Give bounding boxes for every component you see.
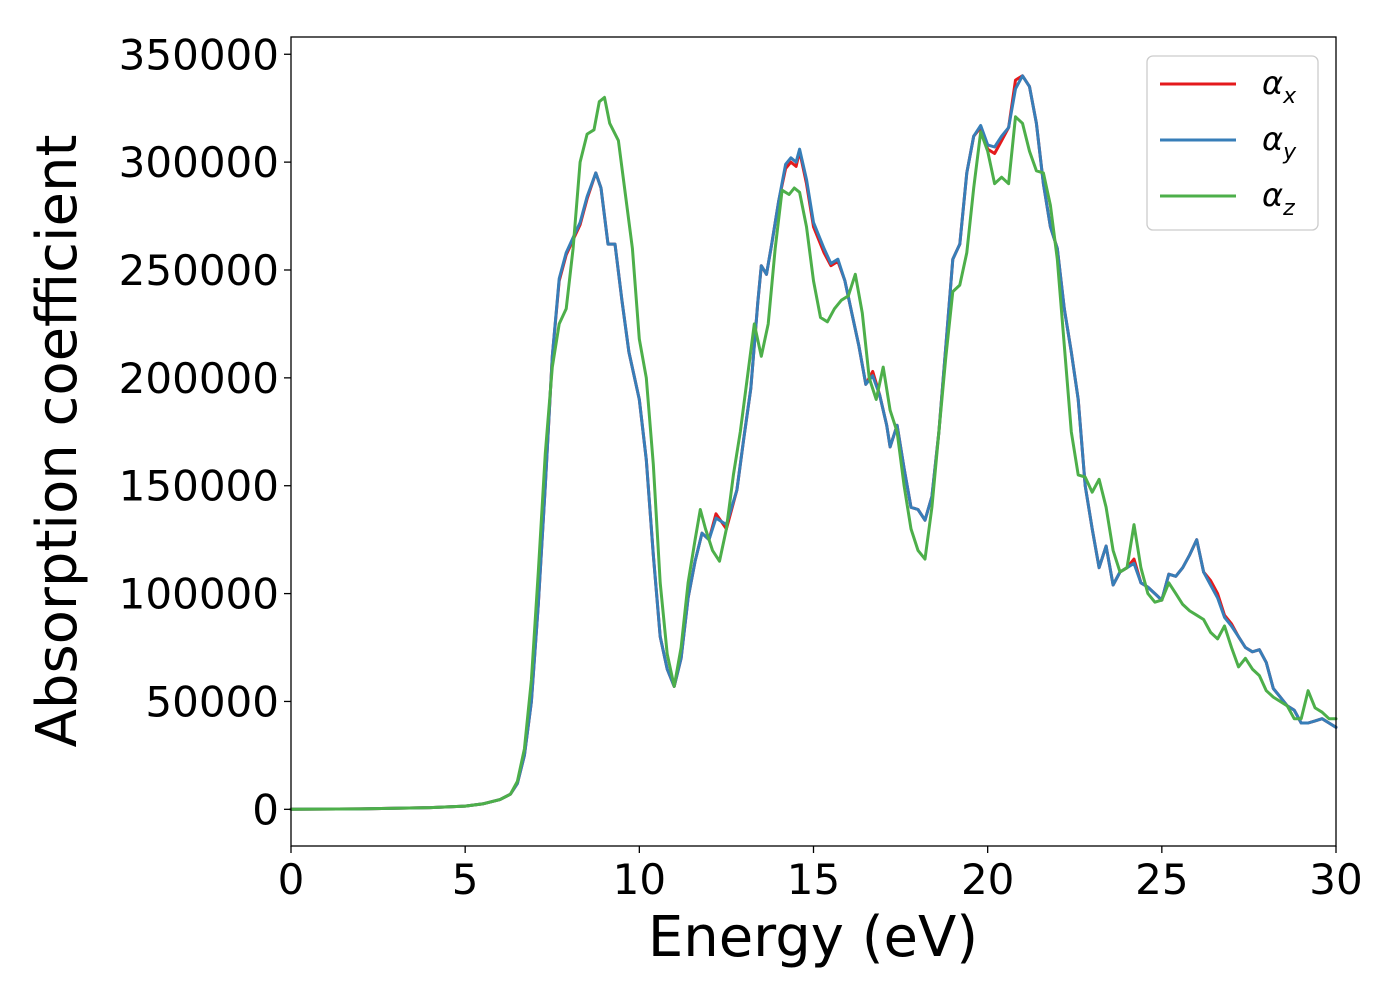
y-axis-title: Absorption coefficient — [25, 135, 90, 748]
legend-label-y: αy — [1262, 120, 1297, 165]
x-axis-title: Energy (eV) — [648, 905, 978, 970]
y-tick-label: 100000 — [119, 570, 279, 619]
y-tick-label: 200000 — [119, 354, 279, 403]
y-tick-label: 350000 — [119, 30, 279, 79]
legend-label-x: αx — [1262, 64, 1297, 109]
y-tick-label: 0 — [252, 785, 279, 834]
y-axis-ticks: 0 50000 100000 150000 200000 250000 300000 3500… — [119, 30, 291, 834]
y-tick-label: 50000 — [145, 677, 279, 726]
legend-label-subscript: x — [1282, 84, 1297, 109]
x-tick-label: 5 — [452, 855, 479, 904]
y-tick-label: 150000 — [119, 462, 279, 511]
legend-label-z: αz — [1262, 176, 1295, 221]
y-tick-label: 250000 — [119, 246, 279, 295]
legend-label-base: α — [1262, 120, 1283, 158]
series-lines — [289, 74, 1338, 811]
x-tick-label: 0 — [278, 855, 305, 904]
x-tick-label: 30 — [1309, 855, 1362, 904]
x-tick-label: 25 — [1135, 855, 1188, 904]
legend-label-subscript: z — [1282, 196, 1295, 221]
legend-label-subscript: y — [1282, 140, 1297, 165]
x-axis-ticks: 0 5 10 15 20 25 30 — [278, 846, 1363, 904]
legend-box — [1146, 55, 1319, 231]
series-line-z — [289, 95, 1338, 811]
x-tick-label: 10 — [613, 855, 666, 904]
series-line-y — [289, 74, 1338, 811]
x-tick-label: 20 — [961, 855, 1014, 904]
legend-label-base: α — [1262, 176, 1283, 214]
y-tick-label: 300000 — [119, 138, 279, 187]
legend-label-base: α — [1262, 64, 1283, 102]
x-tick-label: 15 — [787, 855, 840, 904]
